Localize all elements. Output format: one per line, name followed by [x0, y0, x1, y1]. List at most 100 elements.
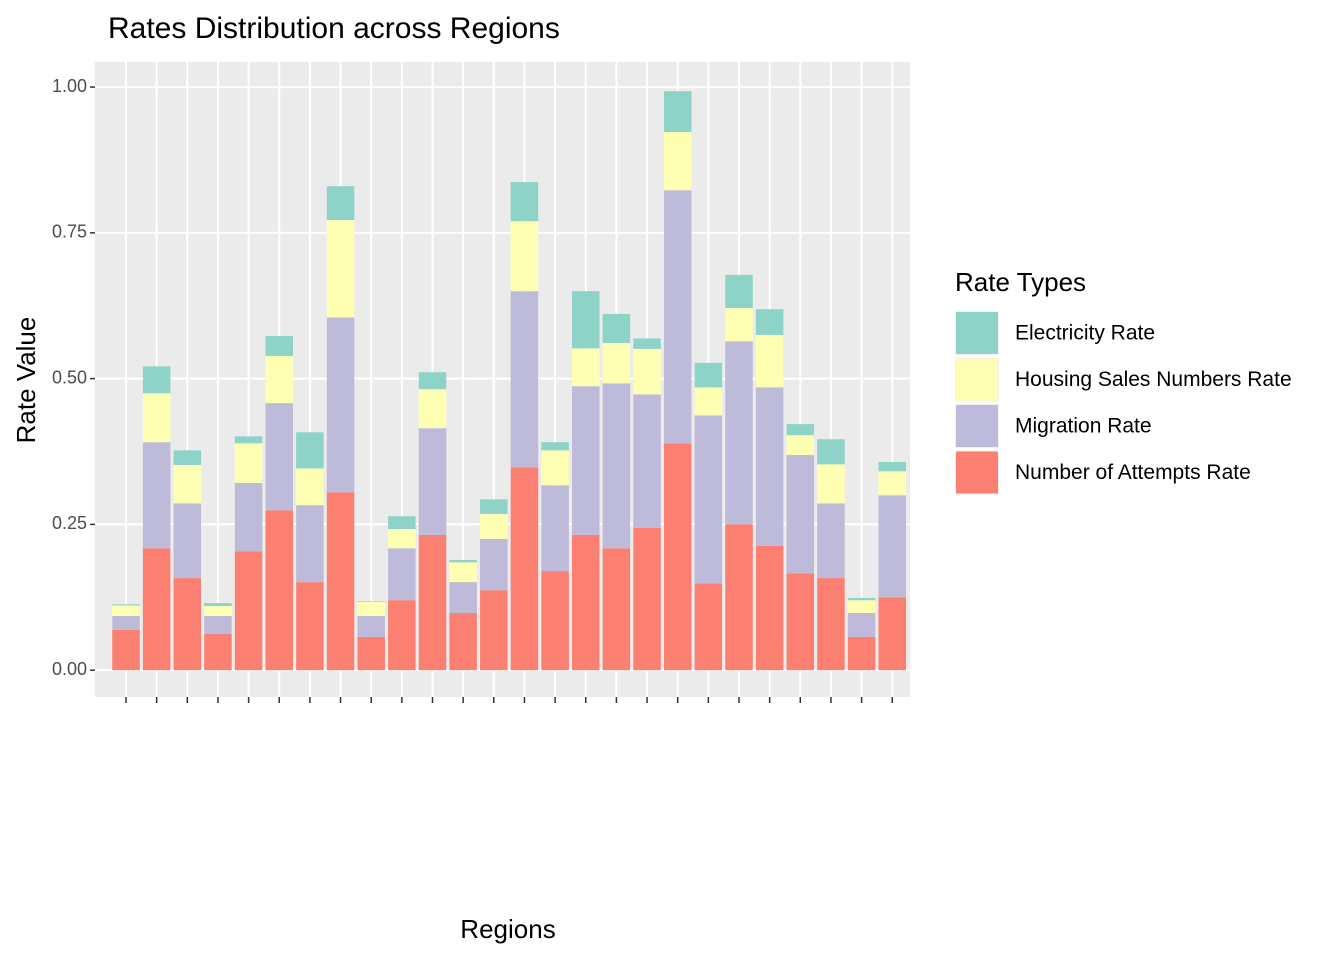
bar-segment: [786, 455, 815, 574]
bar-segment: [878, 471, 906, 496]
bar-segment: [786, 424, 815, 436]
bar-segment: [234, 436, 263, 444]
bar-segment: [663, 91, 692, 132]
bar-segment: [633, 527, 661, 671]
bar-segment: [142, 548, 171, 671]
bar-segment: [265, 336, 293, 356]
bar-segment: [572, 348, 600, 387]
bar-segment: [326, 492, 355, 671]
bar-segment: [725, 524, 753, 671]
legend-label: Migration Rate: [1015, 415, 1152, 438]
bar-segment: [142, 393, 171, 443]
bar-segment: [786, 573, 815, 671]
bar-segment: [541, 450, 569, 486]
bar-segment: [480, 499, 508, 514]
bar-segment: [357, 615, 385, 637]
bar-segment: [388, 600, 416, 671]
bar-segment: [449, 613, 477, 671]
y-axis-label: Rate Value: [11, 317, 41, 444]
bar-segment: [173, 578, 202, 671]
bar-segment: [234, 443, 263, 484]
legend-swatch: [956, 358, 998, 401]
bar-segment: [755, 545, 784, 671]
bar-segment: [296, 582, 324, 671]
bar-segment: [296, 505, 324, 583]
bar-segment: [572, 534, 600, 671]
bar-segment: [142, 366, 171, 394]
bar-segment: [234, 551, 263, 671]
y-tick-label: 0.25: [52, 513, 87, 533]
bar-segment: [204, 606, 232, 616]
legend-label: Electricity Rate: [1015, 322, 1155, 345]
bar-segment: [510, 221, 539, 292]
bar-segment: [418, 389, 447, 429]
bar-segment: [725, 308, 753, 342]
bar-segment: [694, 583, 723, 671]
bar-segment: [878, 597, 906, 671]
bar-segment: [633, 348, 661, 395]
bar-segment: [326, 317, 355, 493]
bar-segment: [173, 503, 202, 579]
legend-title: Rate Types: [955, 267, 1086, 297]
bar-segment: [817, 464, 845, 504]
chart-title: Rates Distribution across Regions: [108, 12, 560, 45]
bar-segment: [572, 291, 600, 349]
bar-segment: [418, 372, 447, 390]
bar-segment: [418, 428, 447, 535]
y-tick-label: 1.00: [52, 76, 87, 96]
y-tick-label: 0.75: [52, 222, 87, 242]
bar-segment: [173, 464, 202, 504]
bar-segment: [388, 516, 416, 530]
bar-segment: [388, 548, 416, 601]
bar-segment: [633, 338, 661, 349]
bar-segment: [541, 442, 569, 451]
x-axis-label: Regions: [460, 914, 555, 944]
bar-segment: [357, 636, 385, 671]
bar-segment: [694, 387, 723, 416]
legend-swatch: [956, 405, 998, 447]
bar-segment: [878, 462, 906, 472]
y-tick-label: 0.00: [52, 659, 87, 679]
bar-segment: [541, 571, 569, 671]
bar-segment: [357, 601, 385, 602]
bar-segment: [449, 562, 477, 583]
bar-segment: [265, 355, 293, 404]
bar-segment: [204, 615, 232, 635]
bar-segment: [112, 604, 140, 606]
bar-segment: [142, 442, 171, 549]
y-tick-label: 0.50: [52, 367, 87, 387]
bar-segment: [878, 495, 906, 598]
bar-segment: [786, 435, 815, 456]
bar-segment: [572, 386, 600, 535]
bar-segment: [663, 190, 692, 444]
bar-segment: [326, 186, 355, 221]
bar-segment: [541, 485, 569, 572]
bar-segment: [234, 483, 263, 552]
bar-segment: [112, 629, 140, 671]
legend-swatch: [956, 312, 998, 354]
bar-segment: [602, 313, 631, 344]
bar-segment: [755, 387, 784, 546]
bar-segment: [602, 343, 631, 384]
bar-segment: [510, 182, 539, 222]
bar-segment: [480, 538, 508, 591]
bar-segment: [265, 510, 293, 671]
bar-segment: [633, 394, 661, 528]
bar-segment: [817, 503, 845, 579]
bar-segment: [663, 443, 692, 671]
bar-segment: [847, 600, 876, 614]
bar-segment: [602, 548, 631, 671]
bar-segment: [694, 415, 723, 584]
bar-segment: [449, 582, 477, 614]
bar-segment: [357, 601, 385, 616]
bar-segment: [847, 613, 876, 637]
bar-segment: [204, 603, 232, 607]
bar-segment: [510, 291, 539, 468]
bar-segment: [296, 468, 324, 506]
bar-segment: [449, 559, 477, 563]
bar-segment: [326, 220, 355, 318]
bar-segment: [296, 432, 324, 469]
bar-segment: [847, 597, 876, 601]
bar-segment: [112, 605, 140, 616]
